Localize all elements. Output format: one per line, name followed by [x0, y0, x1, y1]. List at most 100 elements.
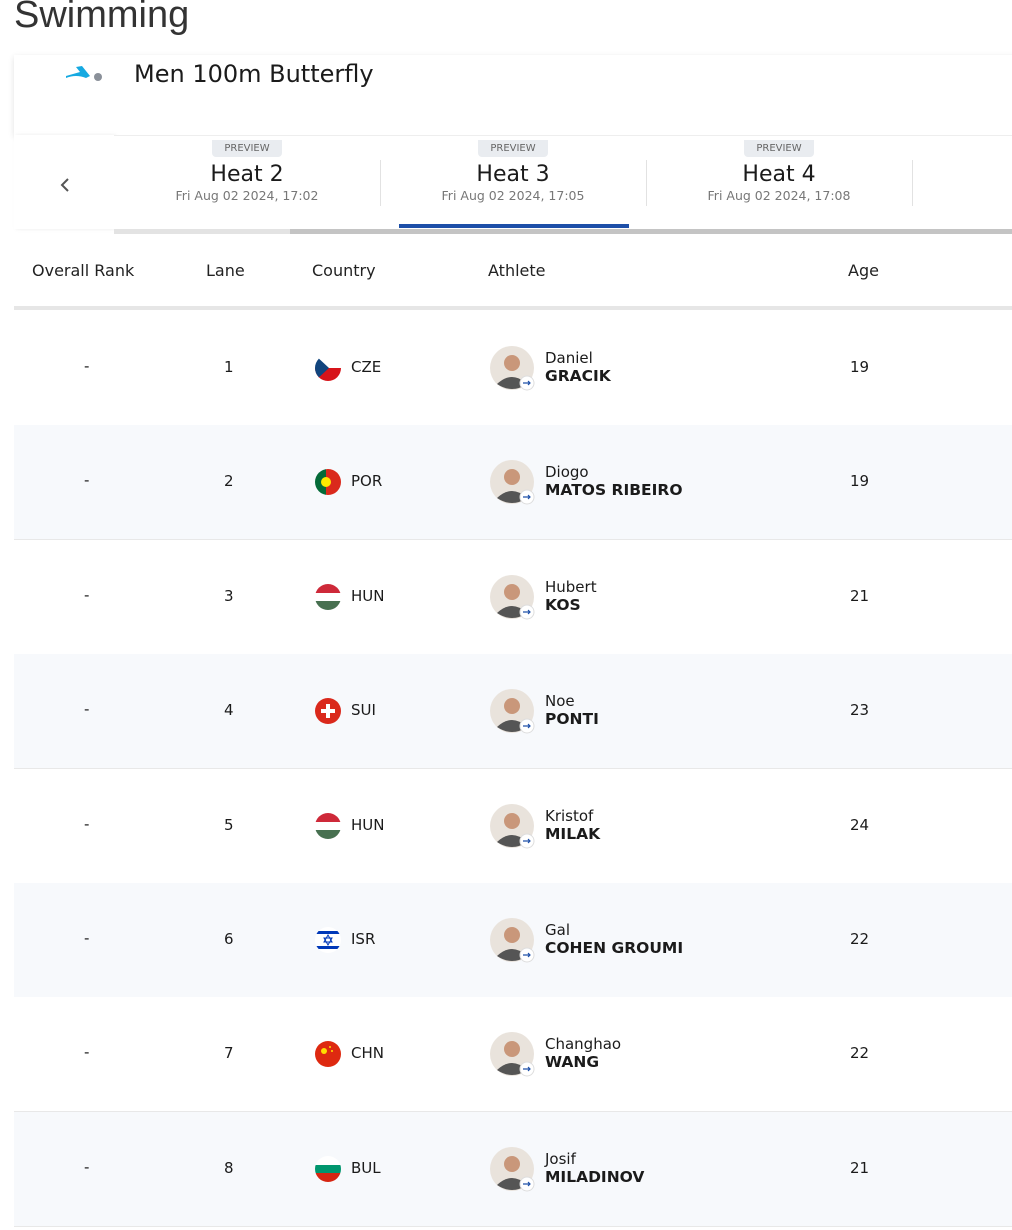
tab-badge: PREVIEW: [744, 140, 814, 157]
flag: [315, 812, 341, 839]
heat-tab[interactable]: HFri Aug: [912, 136, 1012, 230]
column-header: Age: [848, 261, 879, 280]
athlete-row: - 8 BUL Josif MILADINOV 21: [14, 1111, 1012, 1227]
country-code: BUL: [351, 1158, 381, 1177]
country-code: HUN: [351, 586, 385, 605]
tab-badge: PREVIEW: [478, 140, 548, 157]
heat-tab[interactable]: PREVIEW Heat 2 Fri Aug 02 2024, 17:02: [114, 136, 380, 230]
country-code: ISR: [351, 930, 376, 948]
tab-badge-spacer: [912, 138, 1012, 155]
last-name: MILADINOV: [545, 1167, 645, 1186]
tab-name: Heat 3: [476, 162, 550, 187]
heat-tab[interactable]: PREVIEW Heat 3 Fri Aug 02 2024, 17:05: [380, 136, 646, 230]
header-divider: [14, 306, 1012, 310]
first-name: Noe: [545, 692, 575, 711]
scroll-thumb[interactable]: [290, 229, 1012, 234]
lane: 5: [224, 815, 234, 834]
column-header: Country: [312, 261, 376, 280]
prev-button[interactable]: [14, 135, 114, 229]
athlete-row: - 3 HUN Hubert KOS 21: [14, 539, 1012, 655]
last-name: KOS: [545, 595, 581, 614]
avatar[interactable]: [490, 346, 535, 391]
lane: 3: [224, 586, 234, 605]
rank: -: [84, 1157, 90, 1176]
event-name: Men 100m Butterfly: [134, 60, 374, 88]
lane: 7: [224, 1044, 234, 1063]
flag: [315, 698, 341, 725]
age: 23: [850, 701, 870, 720]
athlete-row: - 5 HUN Kristof MILAK 24: [14, 768, 1012, 884]
tab-bar: PREVIEW Heat 2 Fri Aug 02 2024, 17:02 PREVI…: [114, 135, 1012, 230]
last-name: MILAK: [545, 824, 601, 843]
page-title: Swimming: [14, 0, 190, 36]
lane: 1: [224, 358, 234, 376]
athlete-row: - 1 CZE Daniel GRACIK 19: [14, 311, 1012, 426]
flag: [315, 583, 341, 610]
first-name: Gal: [545, 921, 570, 939]
age: 21: [850, 1158, 870, 1177]
rank: -: [84, 700, 90, 719]
avatar[interactable]: [490, 1146, 535, 1192]
flag: [315, 355, 341, 381]
rank: -: [84, 471, 90, 490]
lane: 2: [224, 472, 234, 491]
tab-badge: PREVIEW: [212, 140, 282, 157]
tab-divider: [646, 160, 647, 206]
rank: -: [84, 814, 90, 833]
first-name: Diogo: [545, 463, 589, 482]
flag: [315, 469, 341, 496]
column-header: Athlete: [488, 261, 546, 280]
first-name: Daniel: [545, 349, 593, 367]
age: 24: [850, 815, 870, 834]
flag: [315, 1041, 341, 1068]
first-name: Hubert: [545, 577, 597, 596]
lane: 4: [224, 701, 234, 720]
age: 19: [850, 358, 870, 376]
tab-name: Heat 2: [210, 162, 284, 187]
country-code: SUI: [351, 701, 376, 720]
flag: [315, 1155, 341, 1182]
tab-date: Fri Aug 02 2024, 17:02: [175, 188, 319, 203]
rank: -: [84, 929, 90, 947]
tab-date: Fri Aug: [912, 186, 1012, 201]
tab-divider: [912, 160, 913, 206]
tab-divider: [380, 160, 381, 206]
avatar[interactable]: [490, 574, 535, 620]
heat-tab[interactable]: PREVIEW Heat 4 Fri Aug 02 2024, 17:08: [646, 136, 912, 230]
tab-name: Heat 4: [742, 162, 816, 187]
avatar[interactable]: [490, 689, 535, 734]
event-card: [14, 55, 1012, 135]
first-name: Changhao: [545, 1035, 622, 1054]
last-name: GRACIK: [545, 367, 611, 385]
athlete-row: - 4 SUI Noe PONTI 23: [14, 654, 1012, 770]
age: 21: [850, 586, 870, 605]
country-code: CHN: [351, 1044, 384, 1063]
first-name: Kristof: [545, 806, 594, 825]
flag: [315, 927, 341, 953]
column-header: Lane: [206, 261, 245, 280]
country-code: POR: [351, 472, 383, 491]
avatar[interactable]: [490, 803, 535, 849]
avatar[interactable]: [490, 460, 535, 505]
country-code: HUN: [351, 815, 385, 834]
age: 22: [850, 1044, 870, 1063]
country-code: CZE: [351, 358, 382, 376]
last-name: WANG: [545, 1053, 600, 1072]
lane: 8: [224, 1158, 234, 1177]
event-icon: [66, 66, 102, 81]
active-underline: [399, 224, 629, 228]
last-name: COHEN GROUMI: [545, 939, 684, 957]
age: 19: [850, 472, 870, 491]
athlete-row: - 6 ISR Gal COHEN GROUMI 22: [14, 883, 1012, 998]
athlete-row: - 7 CHN Changhao WANG 22: [14, 997, 1012, 1113]
tab-date: Fri Aug 02 2024, 17:05: [441, 188, 585, 203]
tab-name: H: [912, 160, 1012, 185]
avatar[interactable]: [490, 918, 535, 963]
rank: -: [84, 357, 90, 375]
age: 22: [850, 930, 870, 948]
last-name: MATOS RIBEIRO: [545, 481, 683, 500]
column-header: Overall Rank: [32, 261, 135, 280]
rank: -: [84, 1043, 90, 1062]
avatar[interactable]: [490, 1032, 535, 1077]
